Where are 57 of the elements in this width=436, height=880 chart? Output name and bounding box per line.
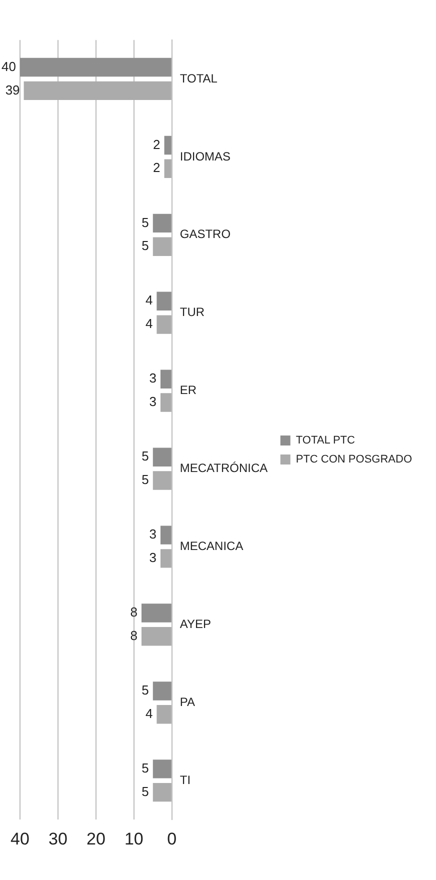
y-tick-label: PA — [180, 694, 195, 709]
data-label: 5 — [142, 784, 149, 799]
y-tick-label: ER — [180, 383, 197, 398]
bar — [160, 393, 172, 412]
y-tick-label: AYEP — [180, 617, 211, 632]
y-tick-label: IDIOMAS — [180, 149, 231, 164]
bar — [160, 370, 172, 388]
data-label: 8 — [130, 628, 138, 643]
data-label: 40 — [2, 58, 16, 74]
bar — [164, 159, 172, 178]
bar — [142, 627, 172, 646]
y-tick-label: GASTRO — [180, 227, 231, 242]
bar — [142, 604, 172, 622]
data-label: 3 — [149, 370, 156, 386]
data-label: 4 — [145, 292, 153, 308]
bar — [152, 682, 172, 700]
y-tick-label: TOTAL — [180, 71, 218, 86]
data-label: 5 — [142, 448, 149, 464]
data-label: 5 — [142, 472, 149, 488]
bar — [164, 136, 172, 155]
data-label: 4 — [145, 316, 153, 332]
bar — [152, 471, 172, 490]
data-label: 5 — [142, 238, 149, 254]
data-label: 2 — [153, 160, 160, 176]
bar — [156, 292, 172, 311]
data-label: 5 — [142, 682, 149, 698]
data-label: 8 — [130, 604, 138, 620]
y-tick-label: MECANICA — [180, 539, 244, 554]
x-tick-label: 20 — [86, 829, 106, 848]
y-tick-label: TI — [180, 772, 191, 787]
data-label: 3 — [149, 550, 156, 566]
bar — [152, 237, 172, 256]
bar — [152, 214, 172, 233]
data-label: 2 — [153, 136, 160, 152]
data-label: 4 — [145, 706, 153, 721]
bar — [160, 526, 172, 544]
data-label: 3 — [149, 526, 156, 542]
bar — [24, 81, 172, 100]
data-label: 5 — [142, 760, 149, 776]
data-label: 39 — [5, 82, 20, 98]
legend-label: TOTAL PTC — [296, 434, 356, 447]
bar — [152, 760, 172, 778]
data-label: 3 — [149, 394, 156, 410]
x-tick-label: 0 — [167, 829, 177, 848]
legend-label: PTC CON POSGRADO — [296, 454, 412, 466]
bar — [152, 448, 172, 466]
bar — [156, 705, 172, 724]
x-tick-label: 10 — [124, 829, 144, 848]
bar — [20, 58, 172, 77]
y-tick-label: TUR — [180, 305, 205, 320]
bar — [152, 782, 172, 802]
bar — [160, 549, 172, 568]
x-tick-label: 40 — [10, 829, 30, 848]
x-tick-label: 30 — [48, 829, 68, 848]
bar — [156, 315, 172, 334]
data-label: 5 — [142, 214, 149, 230]
y-tick-label: MECATRÓNICA — [180, 461, 268, 476]
